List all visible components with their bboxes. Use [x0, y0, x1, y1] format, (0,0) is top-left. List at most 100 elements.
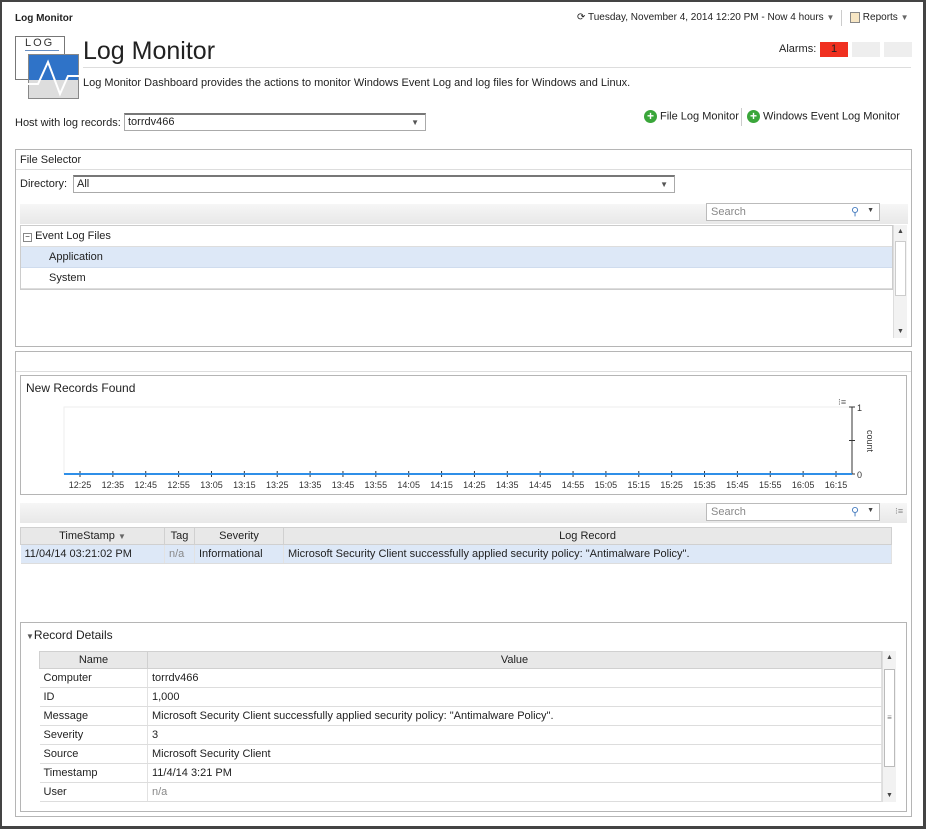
header-title: Log Monitor — [15, 13, 73, 24]
log-logo: LOG — [15, 36, 79, 99]
data-point — [670, 473, 673, 475]
record-details-toggle[interactable]: ▼Record Details — [26, 628, 113, 642]
data-point — [539, 473, 542, 475]
chart-menu-icon[interactable]: ⁝≡ — [838, 397, 846, 407]
column-header-tag[interactable]: Tag — [164, 527, 195, 545]
details-scrollbar[interactable]: ▲ ≡ ▼ — [882, 651, 896, 802]
tree-scrollbar[interactable]: ▲ ▼ — [893, 225, 907, 338]
data-point — [309, 473, 312, 475]
alarm-badge-empty[interactable] — [884, 42, 912, 57]
cell-log-record: Microsoft Security Client successfully a… — [283, 544, 892, 564]
divider — [83, 67, 911, 68]
data-point — [243, 473, 246, 475]
x-tick-label: 14:55 — [562, 480, 585, 490]
x-tick-label: 14:25 — [463, 480, 486, 490]
host-select[interactable]: torrdv466 ▼ — [124, 113, 426, 131]
x-tick-label: 14:35 — [496, 480, 519, 490]
plus-icon: + — [747, 110, 760, 123]
collapse-arrow-icon: ▼ — [26, 632, 34, 641]
chevron-down-icon: ▼ — [660, 180, 668, 189]
detail-value: 11/4/14 3:21 PM — [147, 763, 882, 783]
x-tick-label: 13:55 — [365, 480, 388, 490]
alarm-badge-empty[interactable] — [852, 42, 880, 57]
data-point — [802, 473, 805, 475]
data-point — [341, 473, 344, 475]
table-row[interactable]: 11/04/14 03:21:02 PM n/a Informational M… — [20, 544, 892, 564]
tree-node-event-log-files[interactable]: − Event Log Files — [21, 226, 892, 247]
detail-row[interactable]: Computer torrdv466 — [39, 668, 882, 688]
page-title: Log Monitor — [83, 37, 216, 65]
directory-label: Directory: — [20, 178, 68, 190]
chevron-down-icon: ▼ — [411, 118, 419, 127]
directory-select[interactable]: All ▼ — [73, 175, 675, 193]
cell-tag: n/a — [164, 544, 195, 564]
plus-icon: + — [644, 110, 657, 123]
data-point — [604, 473, 607, 475]
data-point — [177, 473, 180, 475]
detail-name: Timestamp — [39, 763, 148, 783]
x-tick-label: 15:25 — [660, 480, 683, 490]
column-header-value[interactable]: Value — [147, 651, 882, 669]
windows-event-log-monitor-button[interactable]: + Windows Event Log Monitor — [747, 110, 900, 123]
divider — [841, 10, 842, 26]
record-details-table: Name Value Computer torrdv466 ID 1,000 Messa… — [39, 651, 882, 802]
detail-value: Microsoft Security Client successfully a… — [147, 706, 882, 726]
x-tick-label: 14:45 — [529, 480, 552, 490]
alarm-count-badge[interactable]: 1 — [820, 42, 848, 57]
reports-button[interactable]: Reports ▼ — [850, 12, 909, 23]
detail-row[interactable]: ID 1,000 — [39, 687, 882, 707]
detail-value: 3 — [147, 725, 882, 745]
data-point — [111, 473, 114, 475]
time-icon: ⟳ — [577, 12, 588, 23]
chevron-down-icon: ▼ — [900, 13, 909, 23]
column-header-log-record[interactable]: Log Record — [283, 527, 892, 545]
detail-name: User — [39, 782, 148, 802]
file-search-input[interactable]: Search ⚲ ▼ — [706, 203, 880, 221]
x-tick-label: 15:55 — [759, 480, 782, 490]
data-point — [473, 473, 476, 475]
tree-item-system[interactable]: System — [21, 268, 892, 289]
data-point — [572, 473, 575, 475]
detail-name: Computer — [39, 668, 148, 688]
chevron-down-icon: ▼ — [867, 207, 874, 214]
data-point — [506, 473, 509, 475]
column-header-severity[interactable]: Severity — [194, 527, 284, 545]
x-tick-label: 14:15 — [430, 480, 453, 490]
x-tick-label: 12:25 — [69, 480, 92, 490]
detail-value: torrdv466 — [147, 668, 882, 688]
records-search-input[interactable]: Search ⚲ ▼ — [706, 503, 880, 521]
x-tick-label: 12:35 — [102, 480, 125, 490]
cell-severity: Informational — [194, 544, 284, 564]
detail-row[interactable]: Severity 3 — [39, 725, 882, 745]
chevron-down-icon: ▼ — [826, 13, 835, 22]
page-description: Log Monitor Dashboard provides the actio… — [83, 77, 631, 89]
column-header-timestamp[interactable]: TimeStamp ▼ — [20, 527, 165, 545]
cell-timestamp: 11/04/14 03:21:02 PM — [20, 544, 165, 564]
detail-row[interactable]: Message Microsoft Security Client success… — [39, 706, 882, 726]
column-chooser-icon[interactable]: ⁝≡ — [895, 506, 904, 516]
data-point — [703, 473, 706, 475]
time-range-selector[interactable]: ⟳ Tuesday, November 4, 2014 12:20 PM - N… — [577, 12, 835, 23]
detail-row[interactable]: User n/a — [39, 782, 882, 802]
detail-name: Source — [39, 744, 148, 764]
detail-row[interactable]: Timestamp 11/4/14 3:21 PM — [39, 763, 882, 783]
detail-name: ID — [39, 687, 148, 707]
x-tick-label: 15:05 — [595, 480, 618, 490]
tree-item-application[interactable]: Application — [21, 247, 892, 268]
column-header-name[interactable]: Name — [39, 651, 148, 669]
x-tick-label: 13:05 — [200, 480, 223, 490]
search-icon: ⚲ — [850, 206, 859, 218]
data-point — [637, 473, 640, 475]
collapse-icon[interactable]: − — [23, 233, 32, 242]
host-label: Host with log records: — [15, 117, 121, 129]
x-tick-label: 13:15 — [233, 480, 256, 490]
file-log-monitor-button[interactable]: + File Log Monitor — [644, 110, 739, 123]
data-point — [736, 473, 739, 475]
detail-row[interactable]: Source Microsoft Security Client — [39, 744, 882, 764]
x-tick-label: 15:45 — [726, 480, 749, 490]
y-axis-label: count — [865, 430, 875, 453]
data-point — [374, 473, 377, 475]
data-point — [276, 473, 279, 475]
x-tick-label: 13:35 — [299, 480, 322, 490]
